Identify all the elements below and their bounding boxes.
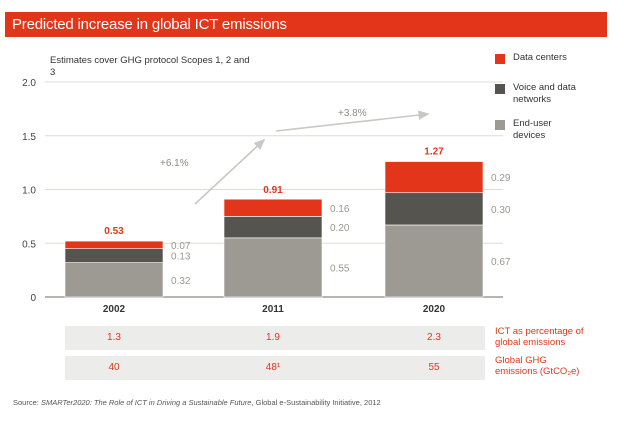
y-tick-label: 2.0 — [22, 78, 36, 89]
y-tick-label: 0.5 — [22, 239, 36, 250]
segment-value-label: 0.30 — [491, 205, 511, 216]
segment-value-label: 0.07 — [171, 241, 191, 252]
bar-segment-networks — [384, 192, 484, 226]
growth-annotation: +6.1% — [160, 158, 189, 169]
x-tick-label: 2020 — [423, 304, 446, 315]
legend-item-devices: End-user devices — [495, 118, 620, 148]
segment-value-label: 0.16 — [330, 204, 350, 215]
segment-value-label: 0.55 — [330, 263, 350, 274]
segment-value-label: 0.29 — [491, 173, 511, 184]
table-cell: 40 — [108, 362, 120, 373]
legend-label: Data centers — [513, 52, 567, 63]
bar-segment-data-centers — [64, 240, 164, 249]
source-prefix: Source: — [13, 398, 41, 407]
table-row-global-ghg: 40 48¹ 55 — [65, 356, 485, 380]
legend-swatch-devices — [495, 120, 505, 130]
segment-value-label: 0.20 — [330, 223, 350, 234]
growth-annotation: +3.8% — [338, 108, 367, 119]
table-row-ict-percentage: 1.3 1.9 2.3 — [65, 326, 485, 350]
legend-label: End-user devices — [513, 118, 552, 141]
x-tick-label: 2002 — [103, 304, 126, 315]
segment-value-label: 0.67 — [491, 257, 511, 268]
x-tick-label: 2011 — [262, 304, 284, 315]
y-tick-label: 0 — [30, 293, 36, 304]
bar-segment-networks — [64, 248, 164, 263]
legend-item-data-centers: Data centers — [495, 52, 620, 82]
legend-label: Voice and data networks — [513, 82, 576, 105]
segment-value-label: 0.13 — [171, 252, 191, 263]
table-cell: 2.3 — [427, 332, 441, 343]
table-cell: 55 — [428, 362, 440, 373]
bar-segment-end-user-devices — [223, 237, 323, 298]
chart-subtitle: Estimates cover GHG protocol Scopes 1, 2… — [50, 55, 250, 78]
bar-segment-networks — [223, 216, 323, 239]
legend-item-networks: Voice and data networks — [495, 82, 620, 118]
growth-arrow-2011-2020 — [275, 110, 430, 132]
chart-title: Predicted increase in global ICT emissio… — [12, 16, 287, 33]
legend-swatch-data-centers — [495, 54, 505, 64]
growth-arrow-2002-2011 — [194, 138, 266, 205]
bar-segment-data-centers — [223, 198, 323, 217]
title-bar: Predicted increase in global ICT emissio… — [5, 12, 607, 37]
bar-total-label: 0.91 — [263, 185, 283, 196]
table-row-label: Global GHG emissions (GtCO₂e) — [495, 355, 580, 377]
source-citation: Source: SMARTer2020: The Role of ICT in … — [13, 398, 381, 407]
bar-total-label: 0.53 — [104, 226, 124, 237]
table-cell: 1.3 — [107, 332, 121, 343]
table-cell: 48¹ — [265, 362, 281, 373]
table-row-label: ICT as percentage of global emissions — [495, 326, 584, 348]
bar-total-label: 1.27 — [424, 146, 444, 157]
bar-segment-data-centers — [384, 161, 484, 194]
source-title: SMARTer2020: The Role of ICT in Driving … — [40, 398, 252, 407]
segment-value-label: 0.32 — [171, 276, 191, 287]
bar-segment-end-user-devices — [64, 262, 164, 298]
table-cell: 1.9 — [266, 332, 280, 343]
legend: Data centers Voice and data networks End… — [495, 52, 620, 148]
y-tick-label: 1.0 — [22, 186, 36, 197]
bar-segment-end-user-devices — [384, 224, 484, 298]
legend-swatch-networks — [495, 84, 505, 94]
source-suffix: , Global e-Sustainability Initiative, 20… — [251, 398, 381, 407]
y-tick-label: 1.5 — [22, 132, 36, 143]
